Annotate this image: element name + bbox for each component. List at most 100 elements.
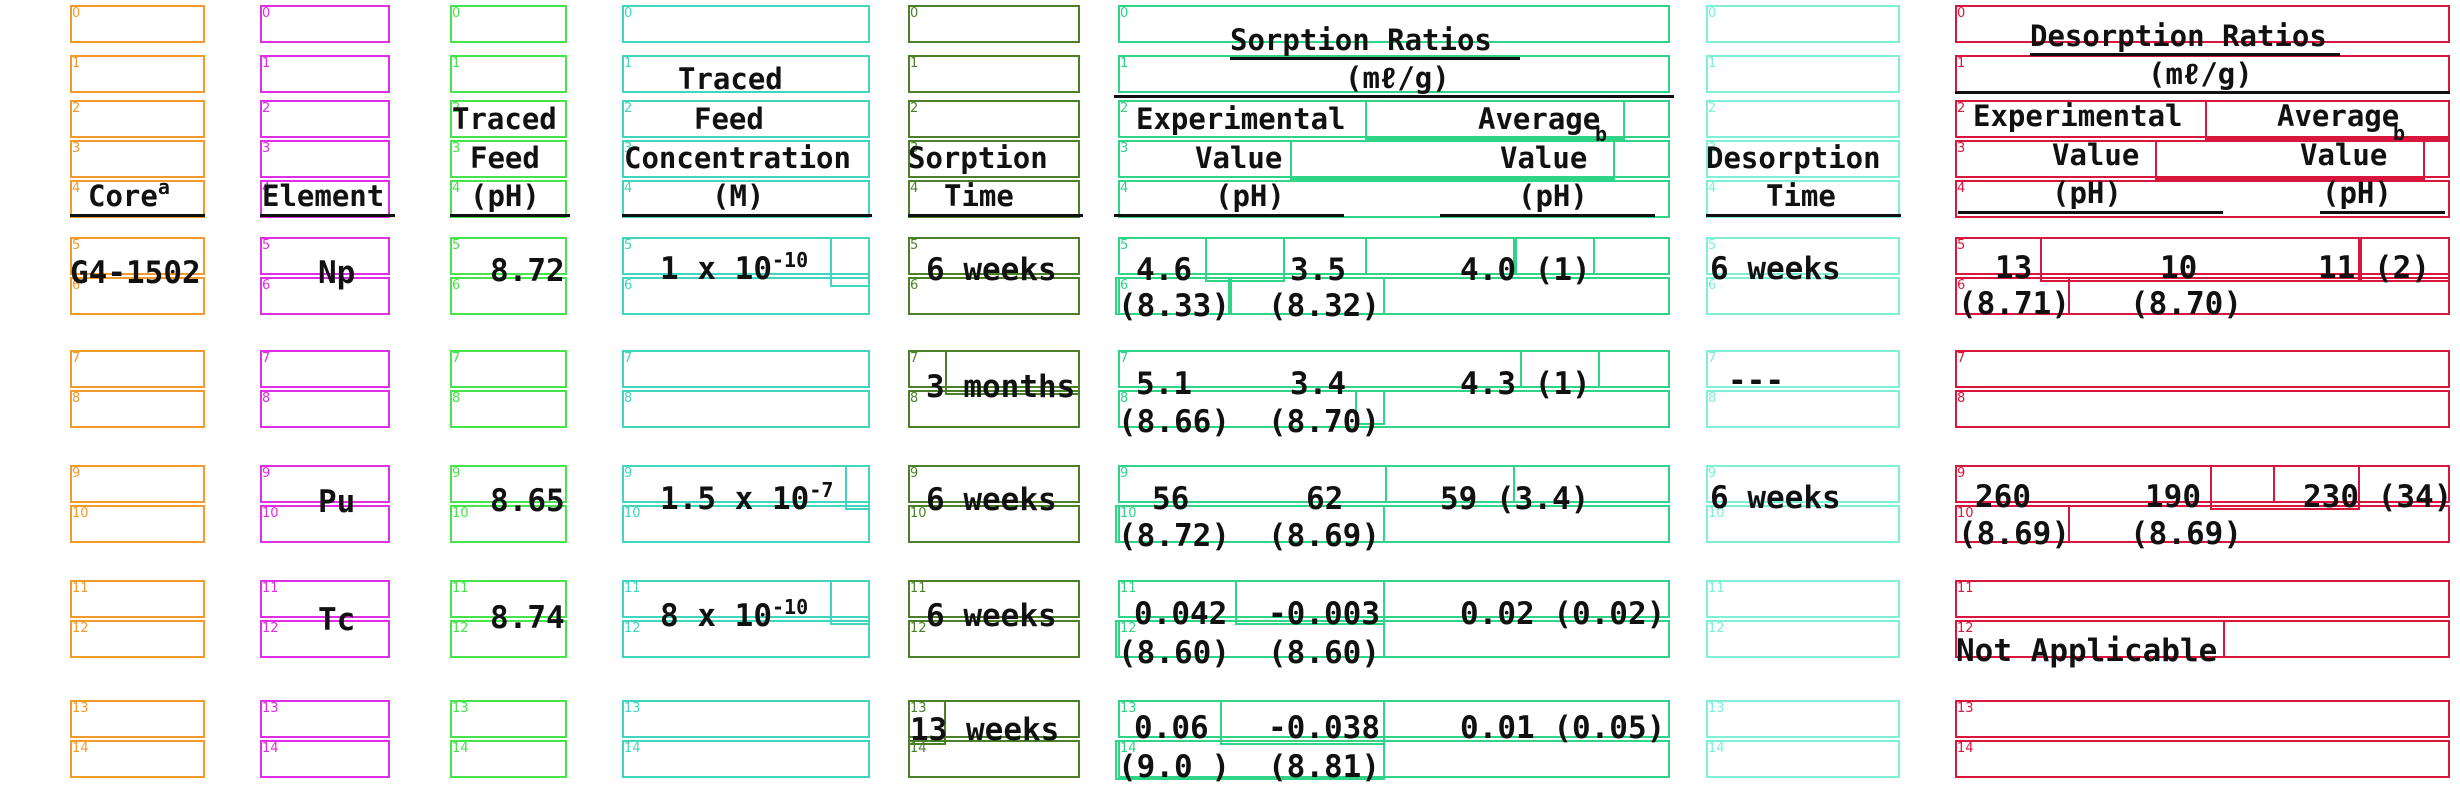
cell-des-value-2: 190 <box>2145 479 2201 515</box>
annotation-box <box>1955 465 2275 503</box>
annotation-box <box>1118 350 1670 388</box>
underline <box>2320 211 2445 214</box>
annotation-box-index: 7 <box>262 351 271 366</box>
annotation-box-index: 1 <box>1708 56 1717 71</box>
annotation-box-index: 4 <box>910 181 919 196</box>
cell-desorption-time: 6 weeks <box>1710 480 1841 516</box>
annotation-box <box>845 465 870 510</box>
annotation-box-index: 13 <box>1708 701 1725 716</box>
annotation-box-index: 10 <box>910 506 927 521</box>
underline <box>622 214 872 217</box>
annotation-box-index: 3 <box>910 141 919 156</box>
annotation-box-index: 3 <box>1957 141 1966 156</box>
annotation-box-index: 11 <box>262 581 279 596</box>
cell-concentration: 1.5 x 10-7 <box>660 478 834 517</box>
annotation-box-index: 9 <box>1708 466 1717 481</box>
annotation-box <box>622 100 870 138</box>
annotation-box-index: 14 <box>72 741 89 756</box>
annotation-box <box>1230 277 1385 315</box>
annotation-box-index: 8 <box>262 391 271 406</box>
annotation-box-index: 3 <box>624 141 633 156</box>
annotation-box-index: 4 <box>452 181 461 196</box>
annotation-box <box>70 237 205 275</box>
annotation-box <box>1515 237 1595 275</box>
annotation-box-index: 13 <box>452 701 469 716</box>
annotation-box <box>622 740 870 778</box>
annotation-box-index: 13 <box>1120 701 1137 716</box>
annotation-box <box>260 55 390 93</box>
header-desorp-avg-2: Value <box>2300 138 2388 172</box>
annotation-box <box>2205 100 2450 140</box>
cell-sorp-value-2: 3.5 <box>1290 252 1346 288</box>
annotation-box-index: 12 <box>452 621 469 636</box>
annotation-box <box>70 620 205 658</box>
annotation-box <box>1118 55 1670 93</box>
annotation-box-index: 1 <box>262 56 271 71</box>
cell-sorp-average: 4.3 (1) <box>1460 366 1591 402</box>
annotation-box-index: 11 <box>1708 581 1725 596</box>
annotation-box <box>1115 277 1230 315</box>
annotation-box-index: 1 <box>452 56 461 71</box>
cell-concentration: 8 x 10-10 <box>660 595 809 634</box>
annotation-box-index: 2 <box>1120 101 1129 116</box>
annotation-box <box>450 350 567 388</box>
annotation-box-index: 13 <box>910 701 927 716</box>
cell-sorp-ph-1: (8.66) <box>1118 404 1230 440</box>
annotation-box <box>908 5 1080 43</box>
annotation-box-index: 5 <box>1120 238 1129 253</box>
header-core: Corea <box>88 175 170 213</box>
header-feed-ph-1: Traced <box>452 102 557 136</box>
annotation-box <box>1955 350 2450 388</box>
annotation-box <box>1706 140 1900 178</box>
annotation-box <box>2360 237 2450 282</box>
annotation-box <box>908 620 1080 658</box>
cell-element: Np <box>318 255 356 291</box>
cell-feed-ph: 8.72 <box>490 253 565 289</box>
annotation-box <box>1365 100 1625 140</box>
annotation-box <box>945 350 1080 395</box>
header-conc-3: Concentration <box>624 141 851 175</box>
cell-desorption-time: 6 weeks <box>1710 251 1841 287</box>
cell-sorp-value-1: 4.6 <box>1136 252 1192 288</box>
cell-sorp-value-1: 0.06 <box>1134 710 1209 746</box>
annotation-box-index: 1 <box>624 56 633 71</box>
annotation-box-index: 2 <box>1957 101 1966 116</box>
annotation-box <box>1955 390 2450 428</box>
annotation-box-index: 11 <box>1957 581 1974 596</box>
annotation-box <box>450 740 567 778</box>
annotation-box <box>1955 180 2450 218</box>
header-desorp-avg-b: b <box>2393 121 2406 145</box>
annotation-box-index: 13 <box>624 701 641 716</box>
header-sorption-time-2: Time <box>944 179 1014 213</box>
annotation-box <box>908 237 1080 275</box>
annotation-box <box>450 465 567 503</box>
annotation-box-index: 2 <box>452 101 461 116</box>
annotation-box-index: 10 <box>452 506 469 521</box>
annotation-box <box>70 505 205 543</box>
annotation-box <box>1118 180 1670 218</box>
annotation-box-index: 0 <box>1957 6 1966 21</box>
annotation-box <box>260 740 390 778</box>
annotation-box-index: 5 <box>1957 238 1966 253</box>
annotation-box <box>1955 505 2070 543</box>
annotation-box-index: 4 <box>1708 181 1717 196</box>
header-conc-2: Feed <box>694 102 764 136</box>
annotation-box <box>450 237 567 275</box>
annotation-box-index: 7 <box>72 351 81 366</box>
annotation-box-index: 7 <box>452 351 461 366</box>
annotation-box <box>622 55 870 93</box>
annotation-box <box>830 237 870 287</box>
annotation-box <box>1118 700 1670 738</box>
header-sorp-exp-3: (pH) <box>1215 179 1285 213</box>
annotation-box-index: 12 <box>262 621 279 636</box>
annotation-box-index: 1 <box>1120 56 1129 71</box>
annotation-box-index: 7 <box>1120 351 1129 366</box>
cell-sorp-value-2: 62 <box>1306 481 1344 517</box>
cell-sorp-ph-2: (8.81) <box>1268 749 1380 785</box>
annotation-box <box>622 390 870 428</box>
annotation-box-index: 4 <box>624 181 633 196</box>
annotation-box <box>1706 620 1900 658</box>
annotation-box-index: 9 <box>1120 466 1129 481</box>
cell-sorp-average: 59 (3.4) <box>1440 481 1590 517</box>
annotation-box-index: 2 <box>262 101 271 116</box>
